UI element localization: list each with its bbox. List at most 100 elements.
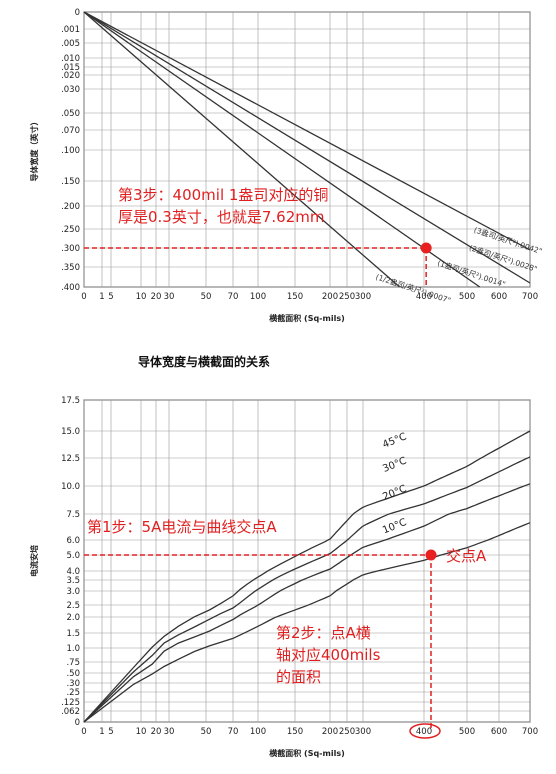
x-tick-label: 300 [355, 727, 371, 737]
x-axis-label: 横截面积 (Sq-mils) [269, 748, 345, 758]
y-axis-label: 导体宽度（英寸） [29, 118, 39, 182]
y-axis-label: 电流安培 [29, 545, 39, 577]
x-tick-label: 20 [151, 727, 162, 737]
y-tick-label: 6.0 [66, 536, 80, 546]
x-tick-label: 300 [355, 292, 371, 302]
y-tick-label: 0 [75, 718, 80, 728]
y-tick-label: .25 [66, 688, 80, 698]
y-tick-label: .75 [66, 658, 80, 668]
y-tick-label: .070 [61, 126, 80, 136]
y-tick-label: .015 [61, 63, 80, 73]
x-tick-label: 250 [339, 727, 355, 737]
y-tick-label: .030 [61, 85, 80, 95]
y-tick-label: .020 [61, 71, 80, 81]
y-tick-label: .30 [66, 679, 80, 689]
y-tick-label: .150 [61, 177, 80, 187]
y-tick-label: .200 [61, 202, 80, 212]
x-tick-label: 30 [164, 727, 175, 737]
y-tick-label: .350 [61, 263, 80, 273]
y-tick-label: 12.5 [61, 454, 80, 464]
series-label: 20°C [381, 483, 408, 502]
step2-annotation: 第2步：点A横 [276, 624, 371, 642]
step3-annotation: 第3步：400mil 1盎司对应的铜 [118, 186, 328, 204]
y-tick-label: .100 [61, 146, 80, 156]
y-tick-label: 4.0 [66, 567, 80, 577]
step1-annotation: 第1步：5A电流与曲线交点A [87, 518, 277, 536]
y-tick-label: .005 [61, 39, 80, 49]
y-tick-label: .125 [61, 698, 80, 708]
x-tick-label: 100 [250, 727, 266, 737]
x-tick-label: 500 [459, 727, 475, 737]
x-tick-label: 400 [416, 727, 432, 737]
y-tick-label: 15.0 [61, 427, 80, 437]
x-tick-label: 1 [99, 727, 104, 737]
series-line [83, 483, 531, 723]
y-tick-label: .50 [66, 669, 80, 679]
x-tick-label: 20 [151, 292, 162, 302]
x-tick-label: 30 [164, 292, 175, 302]
y-tick-label: 5.0 [66, 551, 80, 561]
y-tick-label: .062 [61, 707, 80, 717]
y-tick-label: 3.0 [66, 587, 80, 597]
series-label: 30°C [381, 455, 408, 474]
chart-current-vs-area: 导体宽度与横截面的关系 0 1 5 10 20 30 50 70 100 150 200 250 300 4… [29, 354, 538, 758]
y-tick-label: .400 [61, 283, 80, 293]
series-line [83, 456, 531, 723]
series-line [83, 11, 481, 288]
x-tick-label: 0 [81, 292, 86, 302]
x-tick-label: 1 [99, 292, 104, 302]
series-line [83, 522, 531, 723]
series-label: 45°C [381, 431, 408, 450]
x-tick-label: 5 [108, 292, 113, 302]
y-tick-label: 10.0 [61, 482, 80, 492]
x-tick-label: 0 [81, 727, 86, 737]
x-tick-label: 700 [522, 727, 538, 737]
x-tick-label: 50 [201, 292, 212, 302]
x-tick-label: 150 [287, 727, 303, 737]
y-tick-label: 17.5 [61, 396, 80, 406]
y-tick-label: 0 [75, 8, 80, 18]
highlight-ellipse [409, 723, 441, 739]
chart-width-vs-area: 0 1 5 10 20 30 50 70 100 150 200 250 300 400 500 600 700… [29, 8, 543, 323]
y-tick-label: 3.5 [66, 576, 80, 586]
series-line [83, 11, 531, 251]
x-tick-label: 70 [228, 727, 239, 737]
series-label: (1/2盎司/英尺²).0007" [375, 271, 453, 305]
x-tick-label: 200 [322, 727, 338, 737]
x-tick-label: 400 [416, 292, 432, 302]
x-tick-label: 50 [201, 727, 212, 737]
y-tick-label: 1.0 [66, 644, 80, 654]
step2-annotation: 的面积 [276, 668, 321, 686]
series-line [83, 11, 401, 288]
step3-annotation: 厚是0.3英寸，也就是7.62mm [118, 208, 324, 226]
y-tick-label: .050 [61, 109, 80, 119]
x-tick-label: 200 [322, 292, 338, 302]
x-tick-label: 10 [136, 292, 147, 302]
x-axis-label: 横截面积 (Sq-mils) [269, 313, 345, 323]
x-tick-label: 600 [491, 292, 507, 302]
y-tick-label: .001 [61, 25, 80, 35]
series-line [83, 11, 531, 284]
chart-title: 导体宽度与横截面的关系 [138, 354, 270, 369]
x-tick-label: 150 [287, 292, 303, 302]
x-tick-label: 600 [491, 727, 507, 737]
x-tick-label: 250 [339, 292, 355, 302]
y-tick-label: 1.5 [66, 629, 80, 639]
intersection-marker [425, 549, 437, 561]
x-tick-label: 5 [108, 727, 113, 737]
intersection-marker [420, 242, 432, 254]
point-a-label: 交点A [446, 547, 487, 565]
x-tick-label: 10 [136, 727, 147, 737]
series-line [83, 430, 531, 723]
y-tick-label: .250 [61, 225, 80, 235]
y-tick-label: 2.0 [66, 613, 80, 623]
y-tick-label: 7.5 [66, 510, 80, 520]
x-tick-label: 100 [250, 292, 266, 302]
y-tick-label: .300 [61, 244, 80, 254]
step2-annotation: 轴对应400mils [276, 646, 381, 664]
x-tick-label: 700 [522, 292, 538, 302]
x-tick-label: 500 [459, 292, 475, 302]
y-tick-label: .010 [61, 54, 80, 64]
